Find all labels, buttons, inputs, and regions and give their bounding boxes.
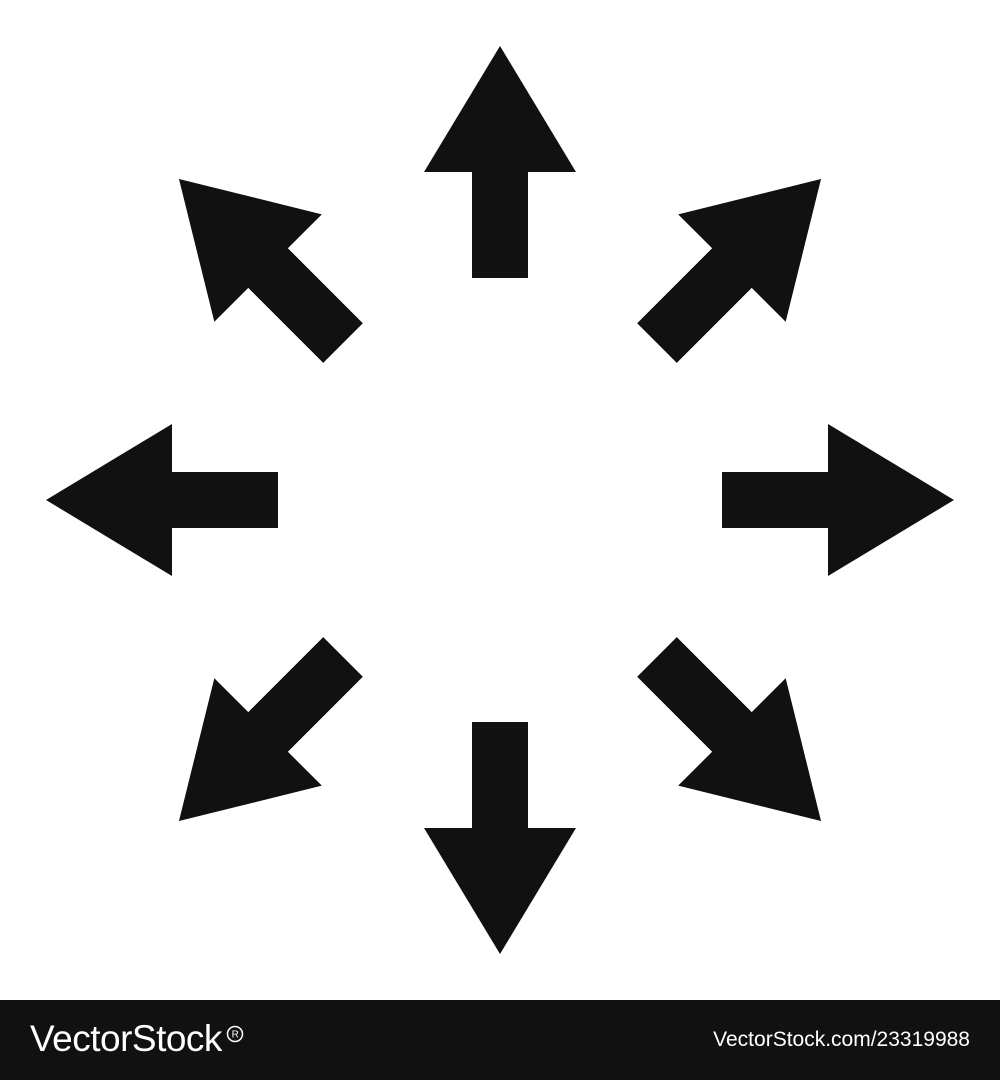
arrow-up-icon	[424, 46, 576, 278]
arrow-left-icon	[46, 424, 278, 576]
attribution-text: VectorStock.com/23319988	[713, 1028, 970, 1051]
watermark-footer: VectorStock R VectorStock.com/23319988	[0, 1000, 1000, 1080]
expand-arrows-icon	[46, 46, 954, 954]
registered-mark-icon: R	[226, 1025, 244, 1043]
brand-name: VectorStock	[30, 1018, 222, 1059]
arrow-down-left-icon	[178, 637, 363, 822]
svg-text:R: R	[232, 1030, 239, 1041]
brand-logo: VectorStock R	[30, 1014, 244, 1064]
arrow-down-icon	[424, 722, 576, 954]
arrow-down-right-icon	[637, 637, 822, 822]
artwork-area	[46, 46, 954, 954]
arrow-right-icon	[722, 424, 954, 576]
arrow-up-left-icon	[178, 178, 363, 363]
arrow-up-right-icon	[637, 178, 822, 363]
